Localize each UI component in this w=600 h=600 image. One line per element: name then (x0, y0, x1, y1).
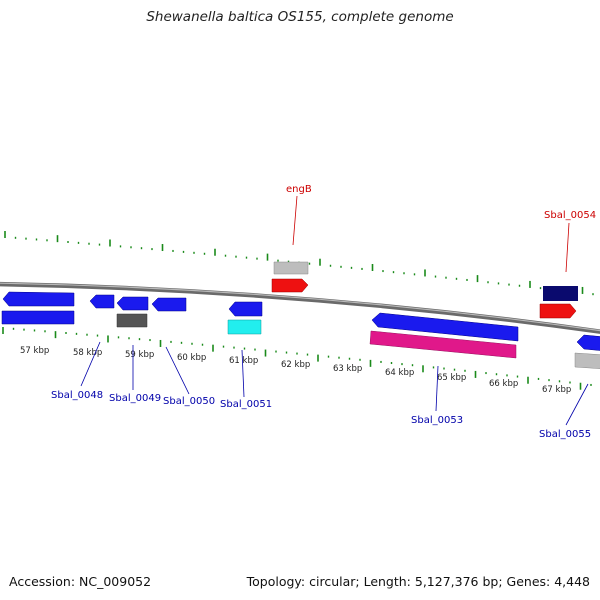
kbp-label: 66 kbp (489, 379, 518, 389)
accession-text: Accession: NC_009052 (9, 574, 152, 589)
gene-label-sbal-0053[interactable]: Sbal_0053 (411, 415, 463, 426)
kbp-label: 60 kbp (177, 353, 206, 363)
callout-line (292, 195, 298, 246)
kbp-label: 62 kbp (281, 360, 310, 370)
gene-label-sbal-0051[interactable]: Sbal_0051 (220, 399, 272, 410)
inner-tick-ring (2, 327, 592, 390)
gene-sbal-0055[interactable] (574, 334, 600, 369)
gene-label-sbal-0055[interactable]: Sbal_0055 (539, 429, 591, 440)
callout-line (80, 341, 101, 387)
outer-tick-ring (4, 231, 594, 296)
genome-backbone (0, 281, 600, 334)
gene-label-sbal-0050[interactable]: Sbal_0050 (163, 396, 215, 407)
callout-line (435, 365, 439, 412)
gene-sbal-0048[interactable] (1, 291, 75, 325)
kbp-label: 57 kbp (20, 346, 49, 356)
gene-sbal-0049[interactable] (89, 294, 149, 328)
gene-label-sbal-0054[interactable]: Sbal_0054 (544, 210, 596, 221)
kbp-label: 64 kbp (385, 368, 414, 378)
gene-label-sbal-0049[interactable]: Sbal_0049 (109, 393, 161, 404)
kbp-label: 63 kbp (333, 364, 362, 374)
gene-engB[interactable] (271, 261, 309, 293)
kbp-label: 58 kbp (73, 348, 102, 358)
gene-label-sbal-0048[interactable]: Sbal_0048 (51, 390, 103, 401)
callout-line (565, 383, 589, 426)
kbp-label: 65 kbp (437, 373, 466, 383)
callout-line (565, 222, 570, 273)
genome-backbone-highlight (0, 282, 600, 332)
kbp-label: 59 kbp (125, 350, 154, 360)
kbp-label: 61 kbp (229, 356, 258, 366)
gene-label-engB[interactable]: engB (286, 184, 312, 195)
gene-sbal-0054[interactable] (539, 286, 578, 319)
gene-sbal-0051[interactable] (227, 301, 263, 335)
callout-line (241, 349, 245, 398)
kbp-label: 67 kbp (542, 385, 571, 395)
gene-sbal-0050[interactable] (151, 297, 187, 312)
map-title: Shewanella baltica OS155, complete genom… (146, 9, 454, 25)
genome-summary-text: Topology: circular; Length: 5,127,376 bp… (246, 574, 590, 589)
gene-sbal-0053[interactable] (369, 312, 519, 359)
callout-line (165, 346, 190, 395)
